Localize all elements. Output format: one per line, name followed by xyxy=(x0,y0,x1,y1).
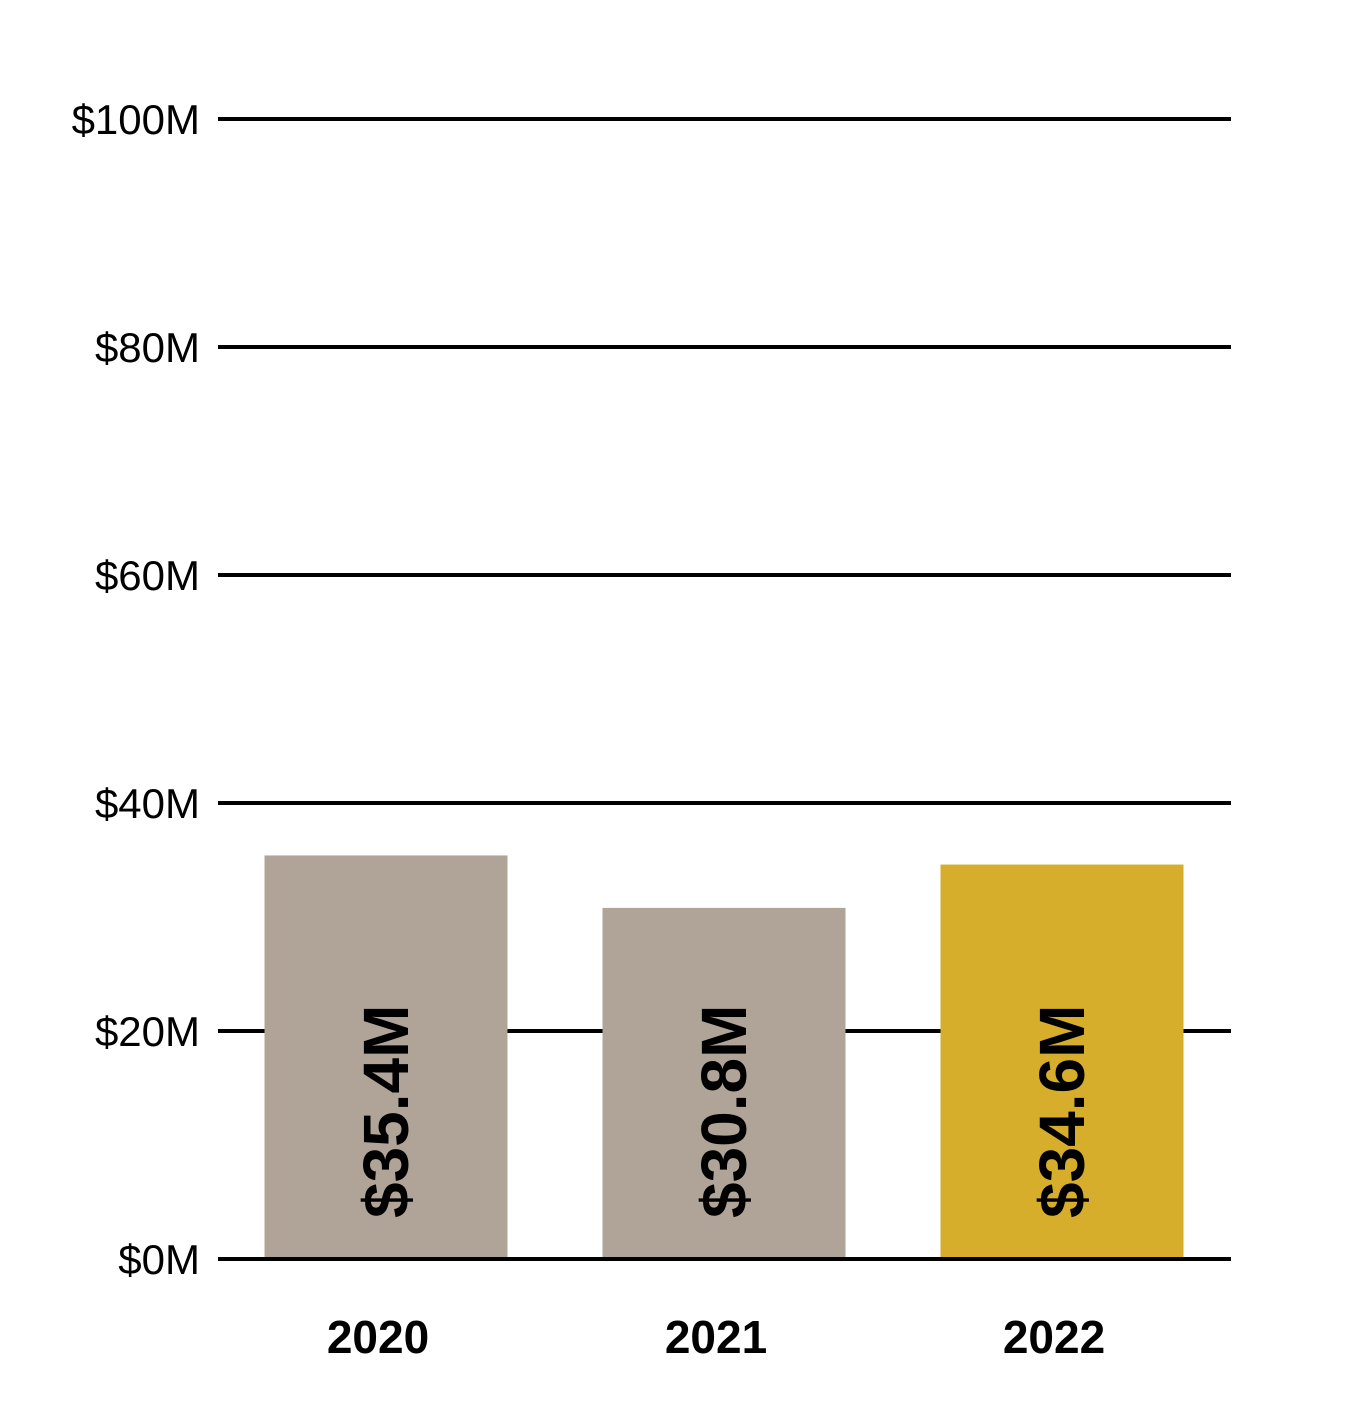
y-tick-label: $80M xyxy=(95,324,200,371)
x-category-label: 2022 xyxy=(1003,1311,1105,1363)
y-axis-tick-labels: $0M $20M $40M $60M $80M $100M xyxy=(72,96,200,1283)
bar-2020 xyxy=(264,855,508,1259)
bar-2022 xyxy=(940,864,1184,1259)
y-tick-label: $100M xyxy=(72,96,200,143)
bar-2021 xyxy=(602,907,846,1259)
bar-value-labels: $35.4M $30.8M $34.6M xyxy=(218,1005,1231,1261)
bars xyxy=(264,855,1184,1259)
x-category-label: 2020 xyxy=(327,1311,429,1363)
y-tick-label: $40M xyxy=(95,780,200,827)
x-category-label: 2021 xyxy=(665,1311,767,1363)
y-tick-label: $60M xyxy=(95,552,200,599)
y-tick-label: $20M xyxy=(95,1008,200,1055)
x-axis-category-labels: 2020 2021 2022 xyxy=(327,1311,1105,1363)
y-tick-label: $0M xyxy=(118,1236,200,1283)
bar-value-label: $35.4M xyxy=(350,1005,422,1218)
bar-value-label: $30.8M xyxy=(688,1005,760,1218)
bar-value-label: $34.6M xyxy=(1026,1005,1098,1218)
